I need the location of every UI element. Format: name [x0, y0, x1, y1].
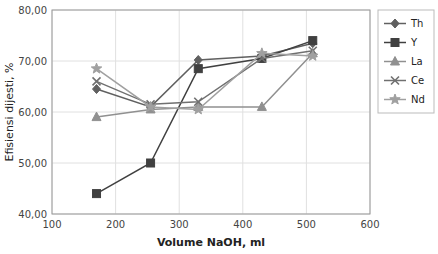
point [193, 104, 203, 114]
series-line [97, 51, 313, 105]
y-tick-label: 60,00 [18, 107, 47, 118]
point [147, 159, 155, 167]
y-grid-line [52, 112, 370, 113]
y-grid-line [52, 61, 370, 62]
legend-marker [391, 57, 400, 66]
legend: Th Y La Ce Nd [378, 10, 434, 113]
x-tick-label: 600 [360, 219, 379, 230]
legend-marker [391, 39, 399, 47]
x-tick-label: 100 [42, 219, 61, 230]
grid [52, 10, 370, 214]
point [93, 190, 101, 198]
series-line [97, 41, 313, 194]
legend-label: Y [410, 37, 418, 48]
point [308, 50, 318, 60]
series [93, 37, 317, 198]
point [194, 55, 202, 64]
series [92, 48, 317, 120]
y-tick-label: 50,00 [18, 158, 47, 169]
point [93, 85, 101, 94]
point [194, 65, 202, 73]
point [257, 102, 266, 111]
legend-label: Th [410, 18, 423, 29]
point [309, 37, 317, 45]
legend-box [378, 10, 434, 113]
legend-marker [391, 19, 399, 28]
legend-label: Nd [411, 94, 425, 105]
chart: 40,00 50,00 60,00 70,00 80,00 100 200 300 400 500… [0, 0, 438, 254]
point [93, 77, 101, 85]
y-tick-label: 40,00 [18, 209, 47, 220]
x-tick-label: 200 [106, 219, 125, 230]
plot-frame [52, 10, 370, 214]
x-tick-label: 300 [170, 219, 189, 230]
legend-label: La [411, 56, 423, 67]
series [93, 39, 317, 112]
x-grid-line [179, 10, 180, 214]
legend-marker [391, 77, 399, 85]
series [93, 47, 317, 109]
point [91, 63, 101, 73]
y-grid-line [52, 163, 370, 164]
y-tick-label: 70,00 [18, 56, 47, 67]
x-grid-line [242, 10, 243, 214]
point [92, 112, 101, 121]
legend-label: Ce [411, 75, 424, 86]
x-tick-label: 400 [233, 219, 252, 230]
series-line [97, 53, 313, 117]
y-axis-label: Efisiensi dijesti, % [3, 62, 16, 161]
series-line [97, 53, 313, 109]
series [91, 48, 318, 114]
x-axis-label: Volume NaOH, ml [157, 236, 265, 249]
data [91, 37, 318, 198]
x-tick-label: 500 [297, 219, 316, 230]
y-tick-label: 80,00 [18, 5, 47, 16]
x-grid-line [306, 10, 307, 214]
legend-marker [390, 94, 400, 104]
point [257, 48, 267, 58]
point [145, 101, 155, 111]
